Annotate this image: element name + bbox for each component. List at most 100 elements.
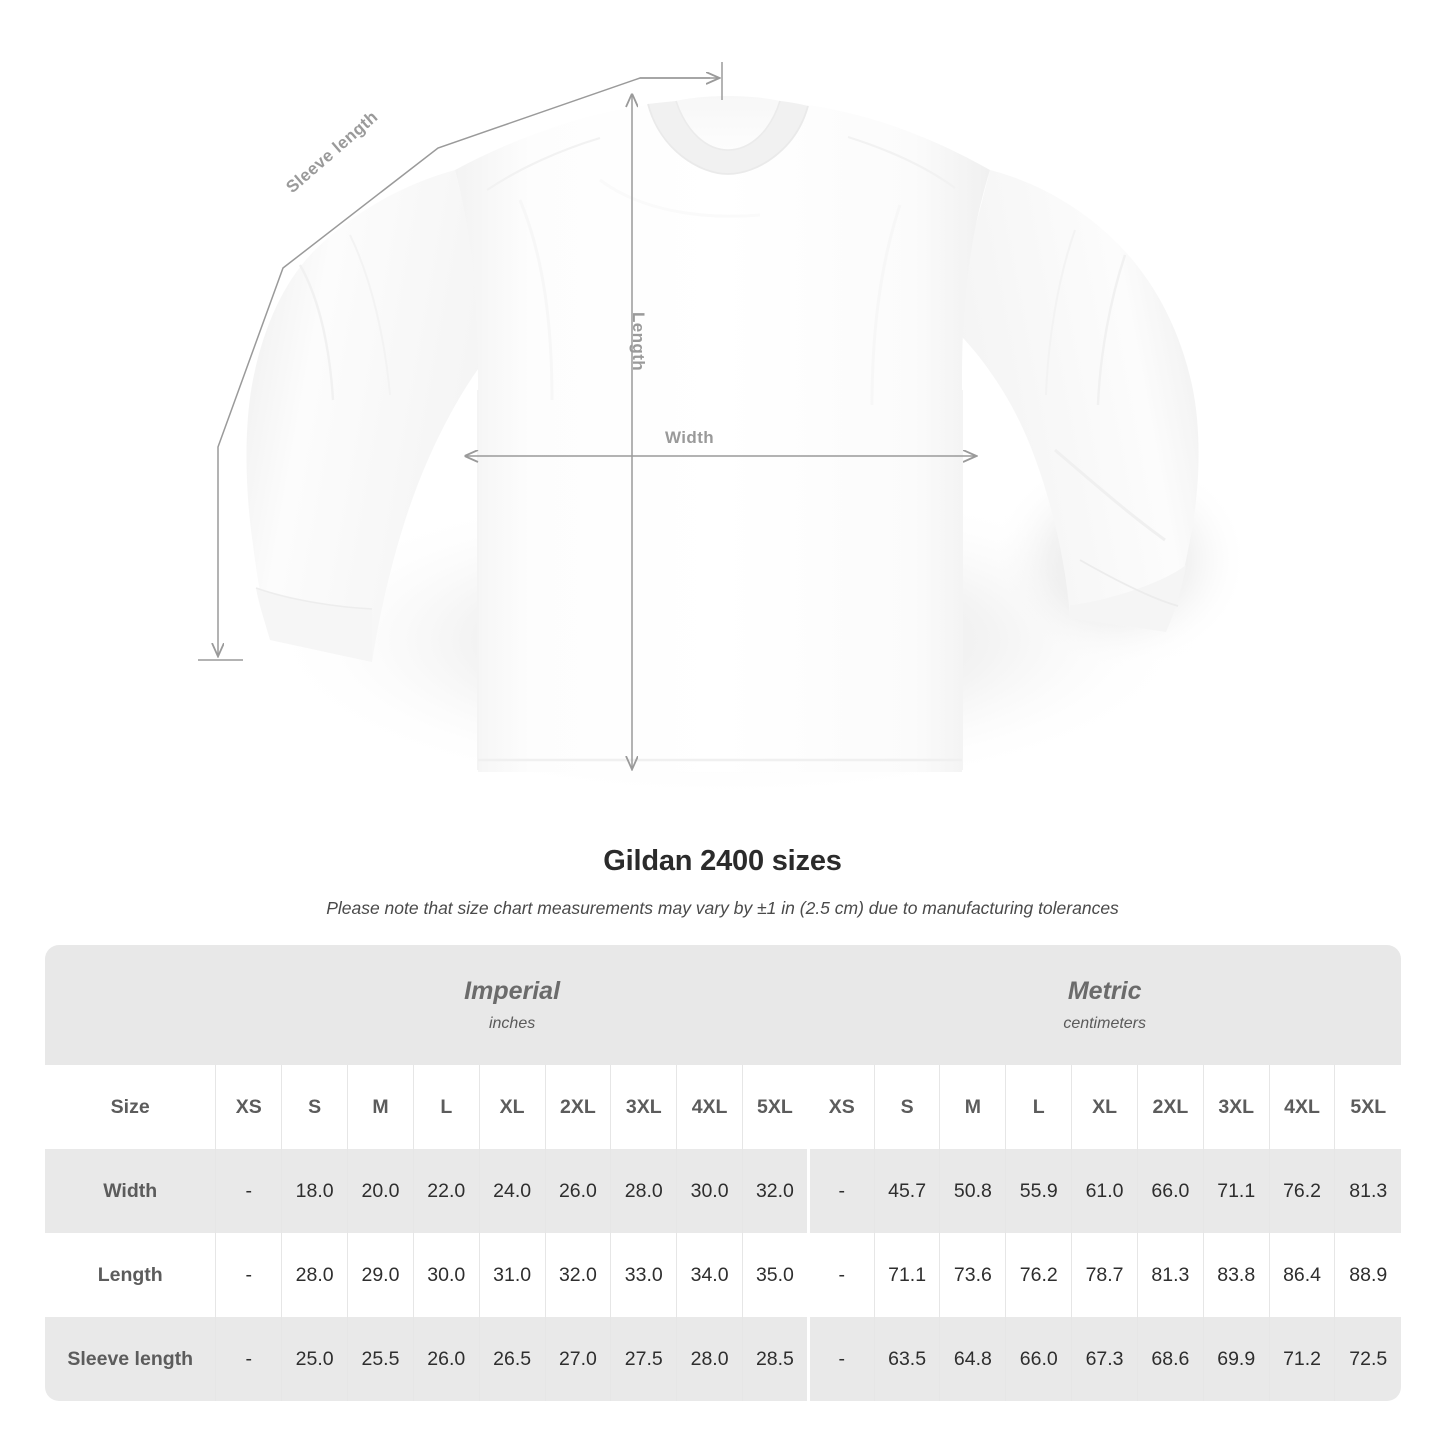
cell-length-xl-in: 31.0 <box>478 1233 546 1317</box>
unit-imperial-name: Imperial <box>464 977 561 1006</box>
cell-length-3xl-in: 33.0 <box>610 1233 677 1317</box>
cell-length-xs-cm: - <box>806 1233 875 1317</box>
row-label-sleeve-length: Sleeve length <box>45 1317 216 1401</box>
column-header-l-metric: L <box>1005 1065 1072 1149</box>
cell-length-4xl-cm: 86.4 <box>1268 1233 1335 1317</box>
cell-width-xs-cm: - <box>806 1149 875 1233</box>
row-label-width: Width <box>45 1149 216 1233</box>
cell-length-l-in: 30.0 <box>412 1233 480 1317</box>
sleeve-right-fold-2 <box>1045 229 1076 396</box>
cell-sleeve-length-3xl-cm: 69.9 <box>1202 1317 1270 1401</box>
size-chart-table-wrapper: Imperial inches Metric centimeters Size X… <box>45 945 1401 1401</box>
cell-length-5xl-cm: 88.9 <box>1334 1233 1401 1317</box>
table-row: Width -18.0 20.0 22.0 24.0 26.0 28.0 30.0 32.0-4… <box>45 1149 1401 1233</box>
collar-band <box>648 101 808 174</box>
sleeve-left <box>246 170 497 662</box>
cell-sleeve-length-4xl-cm: 71.2 <box>1268 1317 1335 1401</box>
cell-width-s-cm: 45.7 <box>873 1149 940 1233</box>
unit-header-row: Imperial inches Metric centimeters <box>45 945 1401 1065</box>
table-row: Length -28.0 29.0 30.0 31.0 32.0 33.0 34.0 35.0-… <box>45 1233 1401 1317</box>
cell-width-5xl-cm: 81.3 <box>1334 1149 1401 1233</box>
cell-sleeve-length-4xl-in: 28.0 <box>676 1317 743 1401</box>
column-header-5xl-imperial: 5XL <box>742 1065 809 1149</box>
cell-sleeve-length-xs-in: - <box>215 1317 282 1401</box>
shirt-illustration <box>198 62 1250 800</box>
table-header-row: Size XS S M L XL 2XL 3XL 4XL 5XL XS S M L XL 2XL 3XL 4XL 5… <box>45 1065 1401 1149</box>
cell-length-xs-in: - <box>215 1233 282 1317</box>
cell-sleeve-length-m-in: 25.5 <box>347 1317 414 1401</box>
column-header-m-imperial: M <box>347 1065 414 1149</box>
body-crease-3 <box>599 178 761 218</box>
column-header-xl-metric: XL <box>1071 1065 1138 1149</box>
cell-width-m-in: 20.0 <box>347 1149 414 1233</box>
cell-sleeve-length-m-cm: 64.8 <box>939 1317 1006 1401</box>
body-crease-2 <box>870 204 902 406</box>
cell-width-5xl-in: 32.0 <box>742 1149 809 1233</box>
cell-width-xl-cm: 61.0 <box>1071 1149 1138 1233</box>
cell-width-4xl-cm: 76.2 <box>1268 1149 1335 1233</box>
column-header-3xl-imperial: 3XL <box>610 1065 677 1149</box>
column-header-xs-metric: XS <box>806 1065 875 1149</box>
body-crease-1 <box>518 199 554 401</box>
unit-imperial-cell: Imperial inches <box>215 945 809 1065</box>
collar-inner-outline <box>675 100 781 151</box>
cell-sleeve-length-3xl-in: 27.5 <box>610 1317 677 1401</box>
cuff-right-seam <box>1079 559 1179 607</box>
column-header-2xl-metric: 2XL <box>1136 1065 1204 1149</box>
unit-metric-cell: Metric centimeters <box>808 945 1401 1065</box>
sleeve-right-fold-1 <box>1096 254 1127 406</box>
column-header-5xl-metric: 5XL <box>1334 1065 1401 1149</box>
column-header-4xl-metric: 4XL <box>1268 1065 1335 1149</box>
title-block: Gildan 2400 sizes Please note that size … <box>0 845 1445 919</box>
cuff-left-seam <box>255 587 373 610</box>
width-label: Width <box>665 428 715 447</box>
cell-length-4xl-in: 34.0 <box>676 1233 743 1317</box>
length-label: Length <box>629 312 648 372</box>
column-header-s-metric: S <box>873 1065 940 1149</box>
cuff-left <box>256 588 372 662</box>
cell-length-xl-cm: 78.7 <box>1071 1233 1138 1317</box>
page-title: Gildan 2400 sizes <box>603 845 842 877</box>
cell-sleeve-length-5xl-cm: 72.5 <box>1334 1317 1401 1401</box>
sleeve-left-fold-1 <box>298 264 335 401</box>
column-header-xs-imperial: XS <box>215 1065 282 1149</box>
unit-metric-name: Metric <box>1067 977 1142 1006</box>
cell-sleeve-length-s-cm: 63.5 <box>873 1317 940 1401</box>
cell-width-l-cm: 55.9 <box>1005 1149 1072 1233</box>
cell-sleeve-length-2xl-cm: 68.6 <box>1136 1317 1204 1401</box>
row-label-length: Length <box>45 1233 216 1317</box>
cell-width-l-in: 22.0 <box>412 1149 480 1233</box>
garment-diagram: Sleeve length Length Width <box>198 62 1250 800</box>
cell-sleeve-length-xl-cm: 67.3 <box>1071 1317 1138 1401</box>
cell-width-xs-in: - <box>215 1149 282 1233</box>
cell-width-xl-in: 24.0 <box>478 1149 546 1233</box>
cell-length-5xl-in: 35.0 <box>742 1233 809 1317</box>
cell-sleeve-length-l-in: 26.0 <box>412 1317 480 1401</box>
unit-imperial-sub: inches <box>488 1014 536 1032</box>
cell-length-m-cm: 73.6 <box>939 1233 1006 1317</box>
cell-length-l-cm: 76.2 <box>1005 1233 1072 1317</box>
cell-width-s-in: 18.0 <box>281 1149 348 1233</box>
cell-sleeve-length-xl-in: 26.5 <box>478 1317 546 1401</box>
unit-metric-sub: centimeters <box>1063 1014 1147 1032</box>
column-header-xl-imperial: XL <box>478 1065 546 1149</box>
cell-width-3xl-in: 28.0 <box>610 1149 677 1233</box>
column-header-4xl-imperial: 4XL <box>676 1065 743 1149</box>
sleeve-right-crease <box>1054 448 1166 542</box>
column-header-size: Size <box>45 1065 216 1149</box>
column-header-s-imperial: S <box>281 1065 348 1149</box>
cell-sleeve-length-s-in: 25.0 <box>281 1317 348 1401</box>
cell-sleeve-length-5xl-in: 28.5 <box>742 1317 809 1401</box>
collar-outline <box>647 103 809 175</box>
cell-length-2xl-cm: 81.3 <box>1136 1233 1204 1317</box>
cell-width-2xl-cm: 66.0 <box>1136 1149 1204 1233</box>
cell-length-3xl-cm: 83.8 <box>1202 1233 1270 1317</box>
cell-length-2xl-in: 32.0 <box>544 1233 611 1317</box>
unit-blank-cell <box>45 945 216 1065</box>
cell-width-2xl-in: 26.0 <box>544 1149 611 1233</box>
shirt-body <box>455 100 990 772</box>
cuff-right <box>1070 565 1186 632</box>
cell-width-m-cm: 50.8 <box>939 1149 1006 1233</box>
column-header-l-imperial: L <box>412 1065 480 1149</box>
column-header-2xl-imperial: 2XL <box>544 1065 611 1149</box>
